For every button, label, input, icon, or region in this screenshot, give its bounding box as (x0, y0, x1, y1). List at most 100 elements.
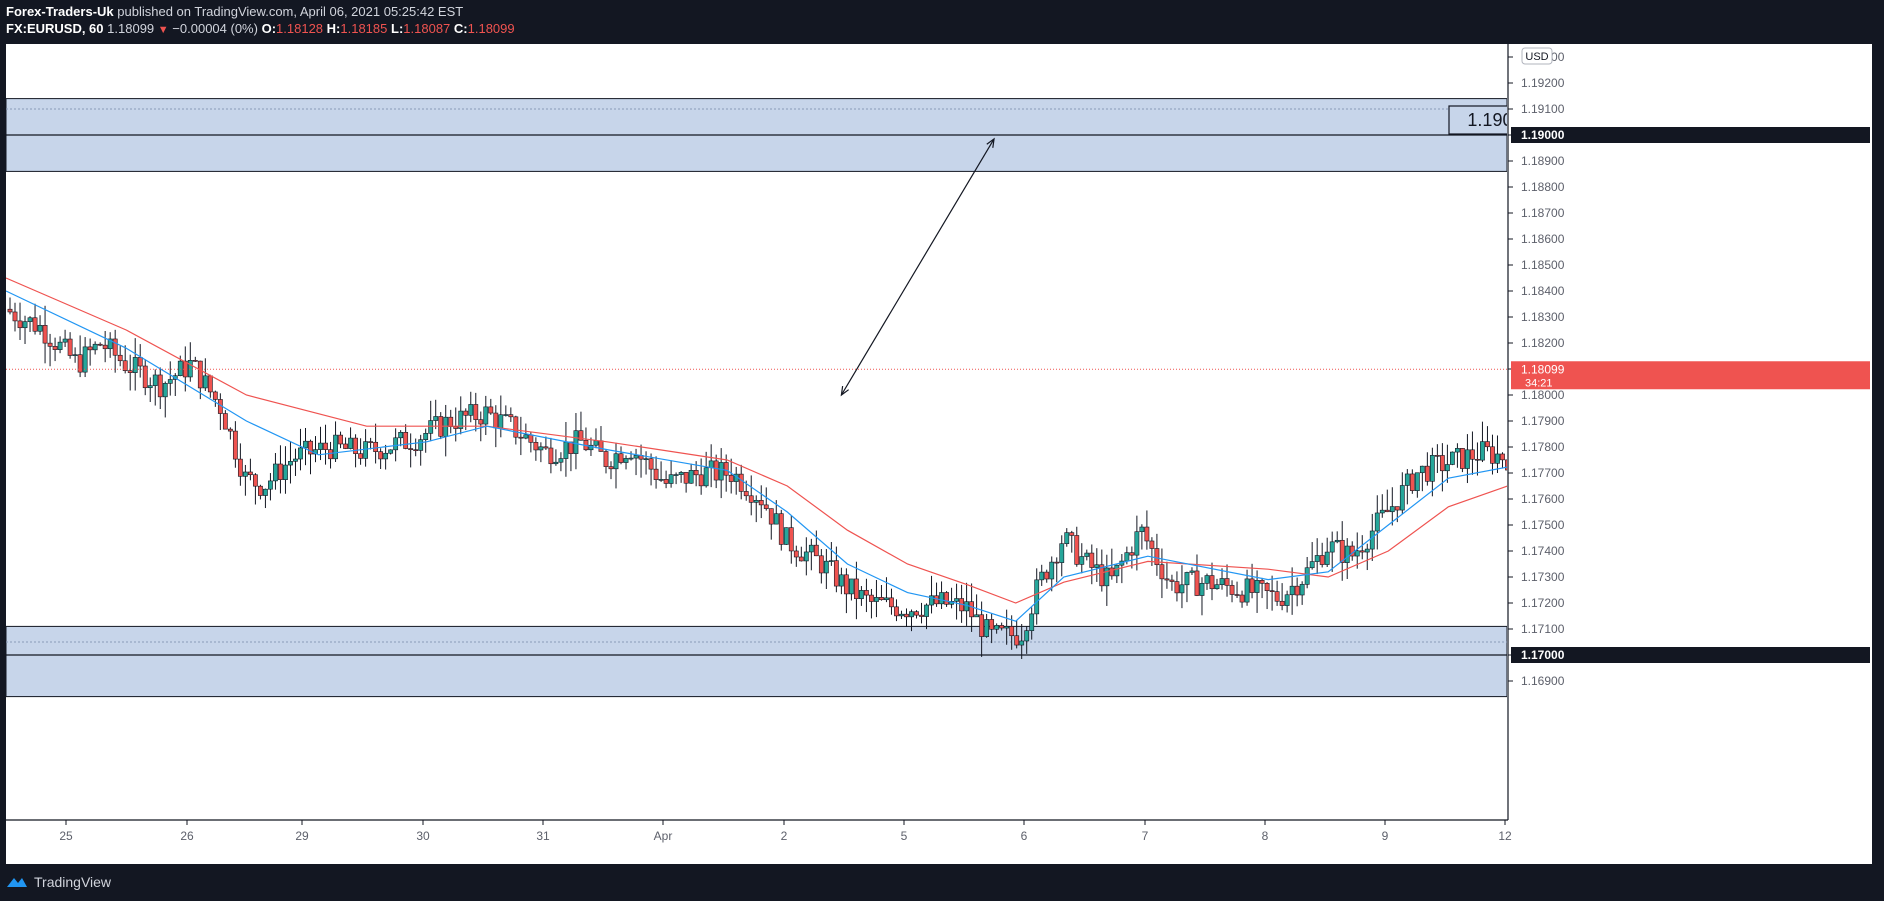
candle-body[interactable] (383, 452, 389, 460)
candle-body[interactable] (333, 434, 338, 460)
candle-body[interactable] (1044, 571, 1050, 580)
candle-body[interactable] (818, 555, 824, 574)
candle-body[interactable] (47, 342, 53, 347)
candle-body[interactable] (538, 446, 544, 451)
candle-body[interactable] (273, 463, 278, 482)
candle-body[interactable] (192, 360, 198, 362)
candle-body[interactable] (463, 410, 469, 416)
candle-body[interactable] (1369, 530, 1375, 550)
candle-body[interactable] (859, 590, 864, 600)
candle-body[interactable] (1299, 584, 1305, 596)
candle-body[interactable] (718, 462, 724, 481)
candle-body[interactable] (808, 544, 814, 553)
candle-body[interactable] (393, 437, 399, 451)
candle-body[interactable] (653, 468, 659, 480)
candle-body[interactable] (37, 325, 43, 332)
candle-body[interactable] (909, 611, 914, 618)
candle-body[interactable] (1134, 531, 1140, 556)
candle-body[interactable] (994, 625, 1000, 630)
candle-body[interactable] (212, 391, 218, 400)
candle-body[interactable] (613, 453, 619, 470)
candle-body[interactable] (353, 437, 358, 454)
candle-body[interactable] (1089, 552, 1095, 568)
candle-body[interactable] (288, 461, 293, 466)
candle-body[interactable] (1124, 552, 1130, 562)
candle-body[interactable] (1455, 448, 1460, 453)
candle-body[interactable] (628, 457, 634, 460)
price-chart[interactable]: 1.1900 next upside target1.193001.192001… (6, 44, 1872, 864)
candle-body[interactable] (278, 463, 283, 480)
candle-body[interactable] (783, 527, 789, 545)
candle-body[interactable] (1470, 449, 1475, 460)
candle-body[interactable] (658, 479, 664, 481)
candle-body[interactable] (42, 325, 48, 344)
candle-body[interactable] (1209, 575, 1215, 590)
candle-body[interactable] (728, 474, 734, 482)
price-axis[interactable] (1507, 44, 1872, 864)
candle-body[interactable] (558, 458, 564, 463)
candle-body[interactable] (202, 375, 208, 389)
candle-body[interactable] (403, 432, 409, 449)
candle-body[interactable] (703, 467, 709, 487)
candle-body[interactable] (1500, 453, 1505, 461)
candle-body[interactable] (1284, 594, 1290, 606)
candle-body[interactable] (793, 550, 799, 558)
candle-body[interactable] (1334, 539, 1340, 543)
candle-body[interactable] (1495, 453, 1500, 464)
candle-body[interactable] (363, 441, 368, 459)
candle-body[interactable] (688, 470, 694, 484)
candle-body[interactable] (167, 379, 173, 384)
candle-body[interactable] (1319, 555, 1325, 565)
candle-body[interactable] (458, 410, 464, 429)
candle-body[interactable] (1079, 556, 1085, 565)
candle-body[interactable] (1389, 506, 1395, 513)
candle-body[interactable] (1069, 532, 1075, 536)
candle-body[interactable] (348, 437, 353, 449)
candle-body[interactable] (1480, 441, 1485, 461)
candle-body[interactable] (488, 406, 494, 414)
candle-body[interactable] (1384, 509, 1390, 513)
candle-body[interactable] (969, 601, 974, 618)
candle-body[interactable] (27, 317, 33, 322)
candle-body[interactable] (563, 441, 569, 459)
candle-body[interactable] (498, 414, 504, 429)
candle-body[interactable] (1114, 564, 1120, 577)
candle-body[interactable] (448, 416, 454, 427)
candle-body[interactable] (478, 419, 484, 425)
candle-body[interactable] (944, 592, 949, 605)
candle-body[interactable] (1144, 526, 1150, 542)
candle-body[interactable] (162, 383, 168, 398)
candle-body[interactable] (258, 485, 263, 496)
candle-body[interactable] (503, 414, 509, 416)
candle-body[interactable] (328, 449, 333, 460)
candle-body[interactable] (1149, 540, 1155, 549)
candle-body[interactable] (1174, 581, 1180, 594)
chart-area[interactable]: 1.1900 next upside target1.193001.192001… (6, 44, 1872, 864)
candle-body[interactable] (1329, 541, 1335, 553)
candle-body[interactable] (553, 461, 559, 465)
candle-body[interactable] (648, 458, 654, 470)
candle-body[interactable] (919, 614, 924, 617)
candle-body[interactable] (1424, 465, 1430, 482)
symbol-label[interactable]: FX:EURUSD, 60 (6, 21, 104, 36)
candle-body[interactable] (177, 360, 183, 376)
candle-body[interactable] (1485, 441, 1490, 448)
candle-body[interactable] (222, 413, 228, 430)
candle-body[interactable] (237, 458, 243, 477)
candle-body[interactable] (308, 440, 313, 455)
candle-body[interactable] (1139, 526, 1145, 533)
candle-body[interactable] (623, 458, 629, 463)
candle-body[interactable] (1034, 579, 1040, 615)
candle-body[interactable] (1249, 578, 1255, 593)
candle-body[interactable] (929, 595, 934, 606)
candle-body[interactable] (1204, 575, 1210, 584)
candle-body[interactable] (663, 479, 669, 484)
candle-body[interactable] (32, 317, 38, 332)
candle-body[interactable] (147, 385, 153, 389)
candle-body[interactable] (743, 491, 749, 497)
candle-body[interactable] (1359, 550, 1365, 553)
candle-body[interactable] (693, 470, 699, 476)
candle-body[interactable] (518, 436, 524, 439)
candle-body[interactable] (1279, 600, 1285, 606)
candle-body[interactable] (1199, 583, 1205, 596)
